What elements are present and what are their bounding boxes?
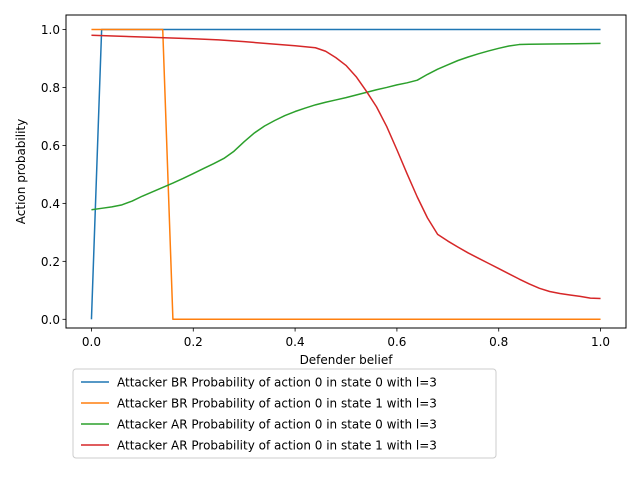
x-tick-label: 0.0 [82,335,101,349]
x-tick-label: 0.4 [286,335,305,349]
series-line-2 [91,28,601,321]
y-tick-label: 1.0 [41,23,60,37]
y-axis-label: Action probability [14,119,28,224]
y-tick-label: 0.6 [41,139,60,153]
legend-box [72,368,497,459]
legend-entry-1: Attacker BR Probability of action 0 in s… [117,376,437,390]
x-tick-label: 1.0 [591,335,610,349]
series-line-4 [91,34,601,300]
y-tick-label: 0.8 [41,81,60,95]
plot-frame [65,14,627,329]
y-tick-label: 0.4 [41,197,60,211]
x-tick-label: 0.2 [184,335,203,349]
y-tick-label: 0.2 [41,255,60,269]
x-tick-label: 0.8 [489,335,508,349]
y-axis-ticks: 0.0 0.2 0.4 0.6 0.8 1.0 [41,23,66,327]
legend-entry-4: Attacker AR Probability of action 0 in s… [117,439,437,453]
series-line-3 [91,42,601,211]
legend-entry-2: Attacker BR Probability of action 0 in s… [117,397,437,411]
x-tick-label: 0.6 [387,335,406,349]
x-axis-ticks: 0.0 0.2 0.4 0.6 0.8 1.0 [82,328,610,349]
plot-lines [90,28,601,321]
x-axis-label: Defender belief [300,353,394,367]
legend-entry-3: Attacker AR Probability of action 0 in s… [117,418,437,432]
y-tick-label: 0.0 [41,313,60,327]
legend: Attacker BR Probability of action 0 in s… [72,368,497,459]
